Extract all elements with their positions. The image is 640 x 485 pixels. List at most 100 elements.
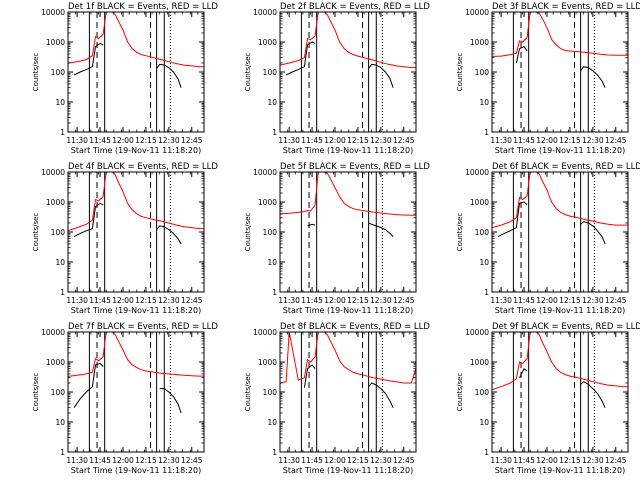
panel-title: Det 7f BLACK = Events, RED = LLD bbox=[68, 322, 218, 332]
y-tick-label: 10 bbox=[479, 258, 489, 267]
y-tick-label: 1000 bbox=[46, 358, 65, 367]
x-tick-label: 12:45 bbox=[393, 296, 415, 305]
plot-frame bbox=[491, 171, 629, 293]
x-tick-label: 11:45 bbox=[89, 456, 111, 465]
x-tick-label: 12:45 bbox=[393, 456, 415, 465]
x-tick-label: 12:00 bbox=[112, 136, 134, 145]
x-tick-label: 12:30 bbox=[158, 456, 180, 465]
panel-7: Det 7f BLACK = Events, RED = LLD Counts/s… bbox=[32, 322, 218, 475]
series-events-line bbox=[519, 367, 606, 408]
x-tick-label: 11:45 bbox=[513, 296, 535, 305]
y-tick-label: 10 bbox=[479, 98, 489, 107]
series-events-line bbox=[285, 41, 394, 88]
y-tick-label: 1000 bbox=[470, 198, 489, 207]
x-tick-label: 12:45 bbox=[181, 136, 203, 145]
y-tick-label: 100 bbox=[475, 388, 490, 397]
panel-title: Det 8f BLACK = Events, RED = LLD bbox=[280, 322, 430, 332]
y-tick-label: 10000 bbox=[253, 328, 277, 337]
y-tick-label: 1 bbox=[60, 128, 65, 137]
x-axis-label: Start Time (19-Nov-11 11:18:20) bbox=[71, 466, 201, 475]
plot-area bbox=[68, 332, 204, 452]
x-tick-label: 11:45 bbox=[513, 456, 535, 465]
y-tick-label: 1000 bbox=[258, 358, 277, 367]
x-tick-label: 11:30 bbox=[66, 296, 88, 305]
y-tick-label: 100 bbox=[51, 68, 66, 77]
series-lld-line bbox=[68, 172, 204, 232]
plot-area bbox=[68, 12, 204, 132]
y-tick-label: 1000 bbox=[470, 38, 489, 47]
series-lld-line bbox=[68, 12, 204, 68]
x-tick-label: 12:00 bbox=[324, 136, 346, 145]
y-tick-label: 1000 bbox=[46, 38, 65, 47]
x-tick-label: 12:15 bbox=[347, 136, 369, 145]
x-tick-label: 12:15 bbox=[347, 456, 369, 465]
x-tick-label: 11:30 bbox=[278, 456, 300, 465]
y-tick-label: 1 bbox=[272, 448, 277, 457]
x-tick-label: 11:45 bbox=[301, 456, 323, 465]
y-tick-label: 10 bbox=[55, 418, 65, 427]
plot-frame bbox=[67, 171, 205, 293]
y-tick-label: 1 bbox=[484, 288, 489, 297]
y-tick-label: 10 bbox=[267, 98, 277, 107]
plot-area bbox=[492, 12, 628, 132]
plot-frame bbox=[279, 331, 417, 453]
panel-title: Det 1f BLACK = Events, RED = LLD bbox=[68, 2, 218, 12]
x-tick-label: 12:45 bbox=[605, 456, 627, 465]
y-tick-label: 1 bbox=[272, 128, 277, 137]
y-tick-label: 1000 bbox=[258, 38, 277, 47]
plot-frame bbox=[67, 11, 205, 133]
x-axis-label: Start Time (19-Nov-11 11:18:20) bbox=[495, 466, 625, 475]
x-tick-label: 12:00 bbox=[324, 296, 346, 305]
series-lld-line bbox=[280, 332, 416, 384]
x-tick-label: 12:45 bbox=[605, 296, 627, 305]
y-tick-label: 10 bbox=[479, 418, 489, 427]
plot-frame bbox=[279, 11, 417, 133]
y-tick-label: 1 bbox=[272, 288, 277, 297]
x-tick-label: 12:30 bbox=[158, 136, 180, 145]
y-tick-label: 10000 bbox=[253, 8, 277, 17]
x-tick-label: 12:30 bbox=[370, 136, 392, 145]
panel-title: Det 6f BLACK = Events, RED = LLD bbox=[492, 162, 640, 172]
series-events-line bbox=[515, 45, 606, 88]
y-axis-label: Counts/sec bbox=[244, 373, 252, 412]
series-events-line bbox=[73, 42, 182, 88]
y-tick-label: 1 bbox=[60, 448, 65, 457]
y-tick-label: 100 bbox=[475, 68, 490, 77]
x-tick-label: 11:30 bbox=[490, 136, 512, 145]
y-tick-label: 1 bbox=[60, 288, 65, 297]
y-tick-label: 10000 bbox=[465, 328, 489, 337]
y-tick-label: 100 bbox=[263, 68, 278, 77]
series-lld-line bbox=[492, 172, 628, 229]
x-tick-label: 11:45 bbox=[513, 136, 535, 145]
y-tick-label: 10 bbox=[55, 98, 65, 107]
y-axis-label: Counts/sec bbox=[32, 213, 40, 252]
x-tick-label: 12:45 bbox=[181, 296, 203, 305]
panel-4: Det 4f BLACK = Events, RED = LLD Counts/s… bbox=[32, 162, 218, 315]
y-tick-label: 1 bbox=[484, 128, 489, 137]
x-axis-label: Start Time (19-Nov-11 11:18:20) bbox=[283, 146, 413, 155]
plot-frame bbox=[491, 11, 629, 133]
y-axis-label: Counts/sec bbox=[244, 53, 252, 92]
panel-9: Det 9f BLACK = Events, RED = LLD Counts/s… bbox=[456, 322, 640, 475]
y-tick-label: 1000 bbox=[258, 198, 277, 207]
x-tick-label: 11:30 bbox=[278, 296, 300, 305]
x-tick-label: 11:45 bbox=[301, 296, 323, 305]
x-tick-label: 12:45 bbox=[605, 136, 627, 145]
panel-5: Det 5f BLACK = Events, RED = LLD Counts/s… bbox=[244, 162, 430, 315]
plot-frame bbox=[279, 171, 417, 293]
x-tick-label: 12:00 bbox=[324, 456, 346, 465]
series-lld-line bbox=[68, 332, 204, 377]
series-lld-line bbox=[280, 12, 416, 69]
panel-1: Det 1f BLACK = Events, RED = LLD Counts/s… bbox=[32, 2, 218, 155]
x-tick-label: 11:45 bbox=[301, 136, 323, 145]
y-axis-label: Counts/sec bbox=[456, 373, 464, 412]
x-axis-label: Start Time (19-Nov-11 11:18:20) bbox=[71, 146, 201, 155]
panel-6: Det 6f BLACK = Events, RED = LLD Counts/s… bbox=[456, 162, 640, 315]
x-tick-label: 12:00 bbox=[536, 296, 558, 305]
y-tick-label: 10000 bbox=[465, 168, 489, 177]
x-axis-label: Start Time (19-Nov-11 11:18:20) bbox=[283, 306, 413, 315]
y-tick-label: 10000 bbox=[465, 8, 489, 17]
y-axis-label: Counts/sec bbox=[32, 53, 40, 92]
